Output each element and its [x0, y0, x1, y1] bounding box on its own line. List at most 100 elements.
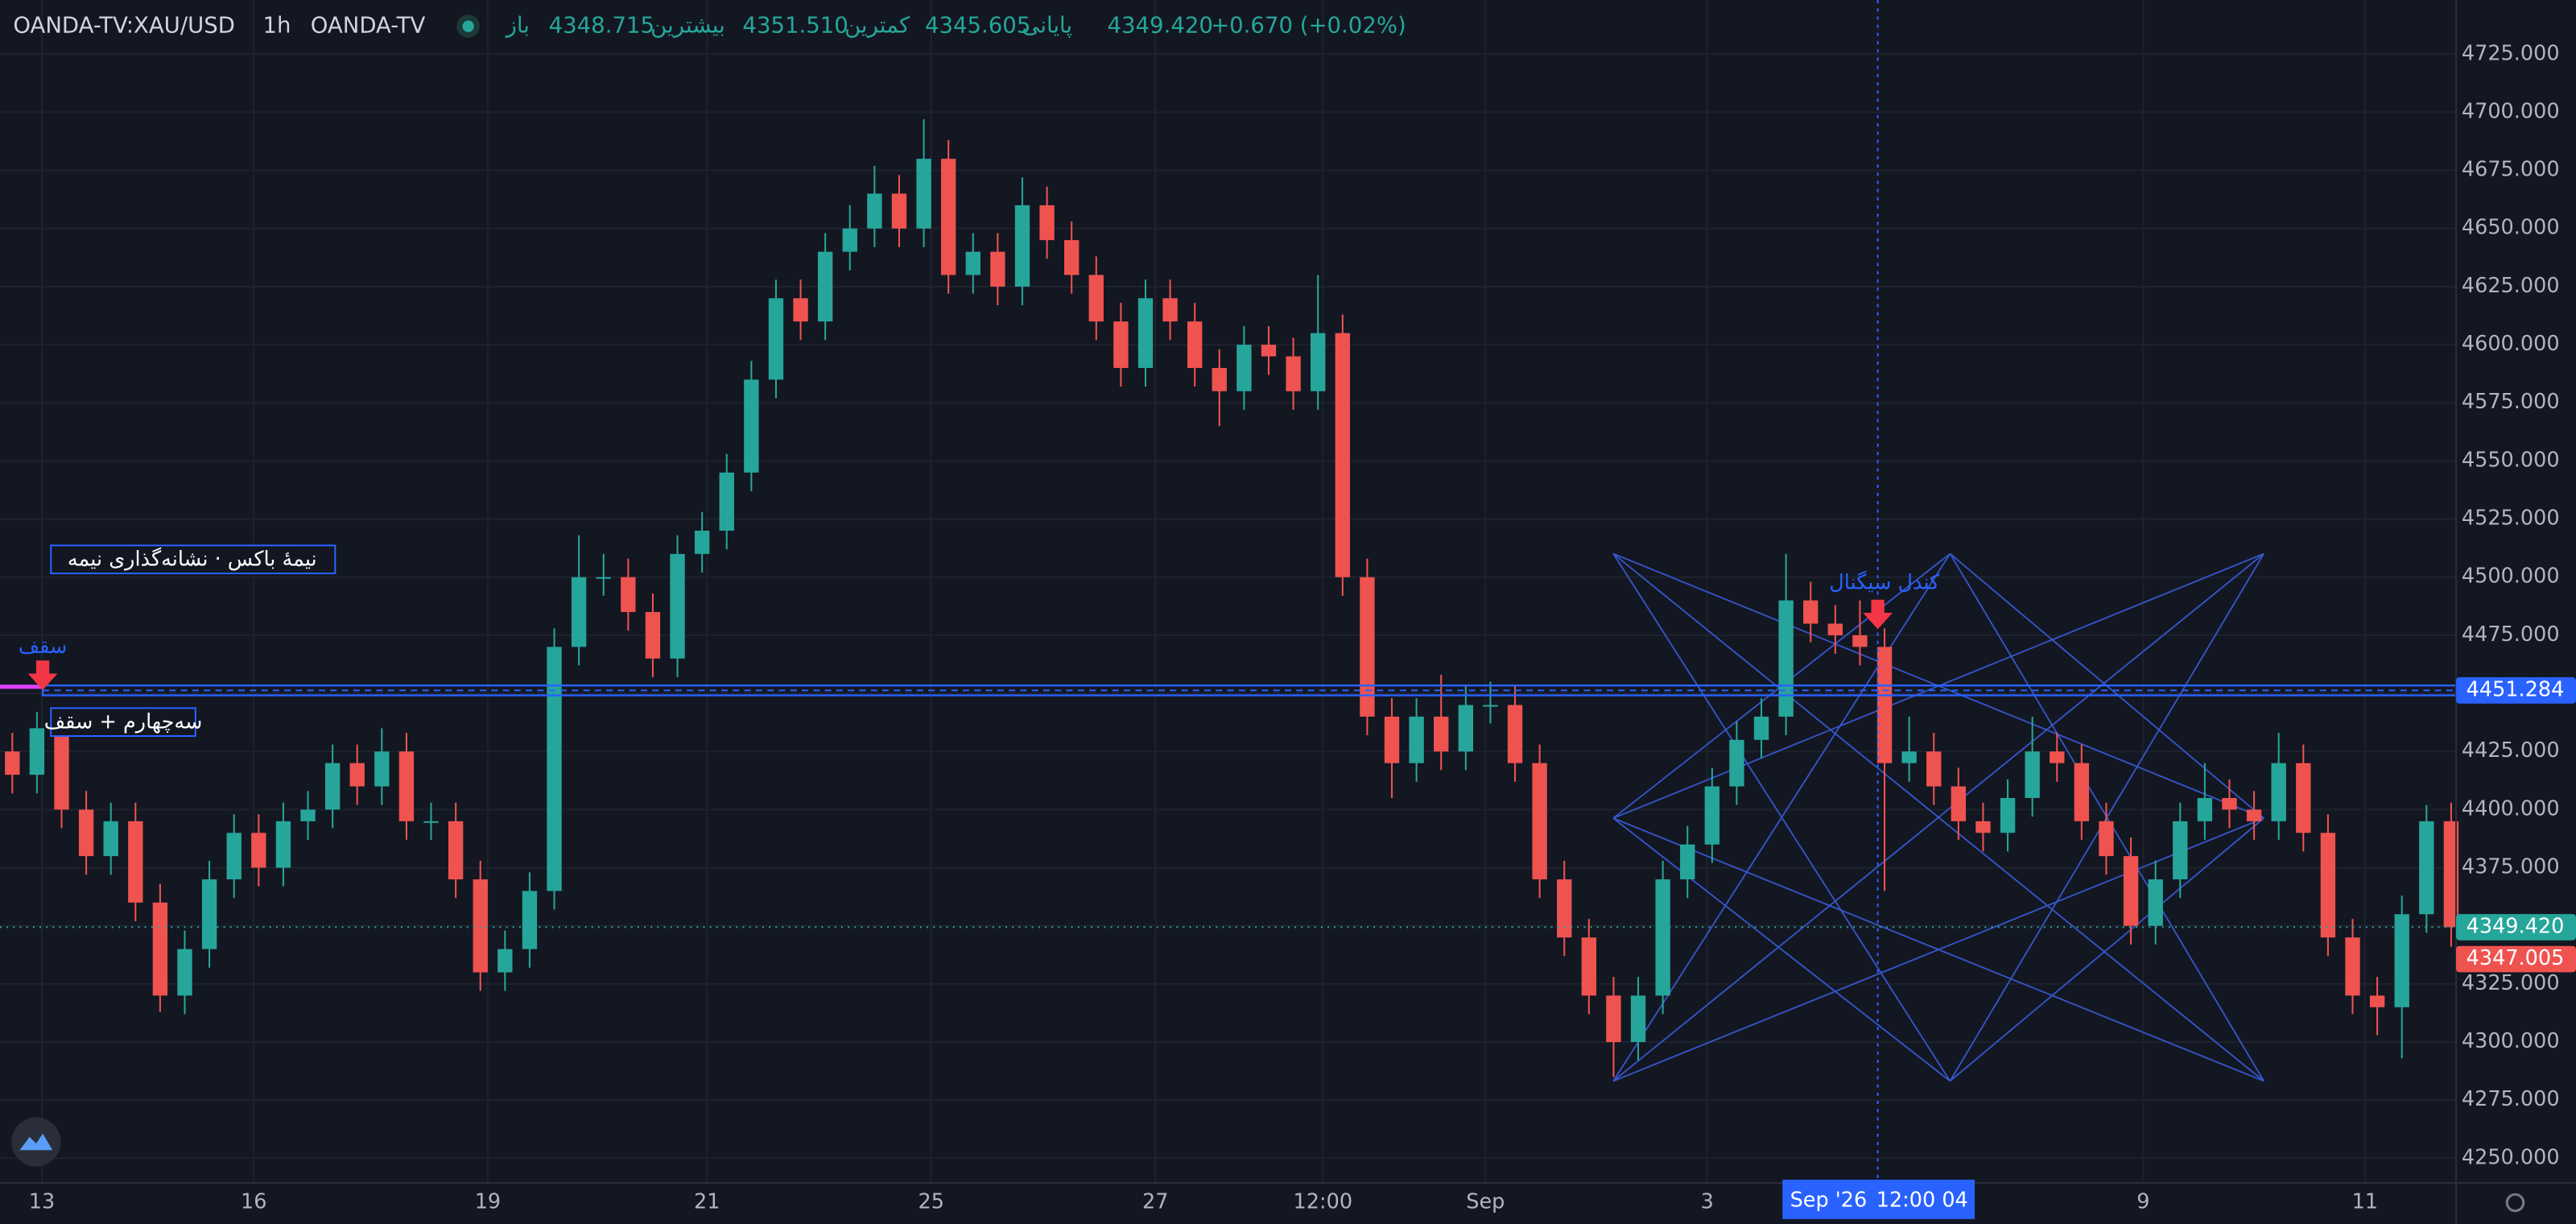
interval: 1h: [263, 13, 291, 39]
x-tick-label: 25: [919, 1189, 944, 1214]
candle-body: [1876, 647, 1893, 763]
price-label: 4347.005: [2467, 946, 2565, 970]
candle-body: [448, 821, 464, 880]
candle-body: [1286, 356, 1301, 391]
price-label: 4451.284: [2467, 677, 2565, 701]
candle-body: [2246, 809, 2262, 821]
candle-body: [1532, 763, 1547, 880]
candle-body: [2345, 937, 2360, 996]
candle-body: [54, 728, 69, 810]
candle-body: [275, 821, 291, 868]
x-tick-label: 21: [694, 1189, 720, 1214]
candle-body: [2074, 763, 2090, 821]
y-tick-label: 4375.000: [2462, 855, 2560, 879]
logo[interactable]: [11, 1117, 61, 1167]
candle-body: [103, 821, 118, 857]
candle-body: [177, 949, 192, 996]
candle-body: [2320, 833, 2336, 938]
candle-body: [891, 193, 907, 229]
candle-body: [1680, 844, 1695, 880]
candle-body: [1360, 577, 1375, 717]
settings-icon[interactable]: [2505, 1193, 2525, 1213]
candle-body: [300, 809, 316, 821]
open-label: باز: [505, 13, 530, 39]
candle-body: [2369, 995, 2385, 1007]
candle-body: [1975, 821, 1991, 833]
x-tick-label: 16: [241, 1189, 266, 1214]
candle-body: [1236, 345, 1252, 391]
candle-body: [1311, 333, 1326, 391]
candle-body: [5, 751, 20, 775]
candle-body: [497, 949, 513, 973]
candle-body: [694, 531, 710, 554]
symbol: OANDA-TV:XAU/USD: [13, 13, 235, 39]
candle-body: [2148, 879, 2163, 926]
y-tick-label: 4425.000: [2462, 738, 2560, 763]
candle-body: [1778, 600, 1794, 717]
candle-body: [128, 821, 143, 903]
x-tick-label: 9: [2136, 1189, 2149, 1214]
annotation: سقف: [19, 635, 68, 659]
candle-body: [1113, 321, 1129, 368]
y-tick-label: 4500.000: [2462, 564, 2560, 589]
y-tick-label: 4625.000: [2462, 274, 2560, 298]
candle-body: [1557, 879, 1572, 938]
candle-body: [29, 728, 45, 775]
candle-body: [1212, 367, 1227, 391]
price-label-box: [2456, 914, 2576, 941]
candle-body: [398, 751, 415, 821]
candle-body: [2394, 914, 2409, 1007]
candle-body: [1162, 298, 1178, 322]
y-tick-label: 4475.000: [2462, 622, 2560, 647]
candle-body: [423, 821, 439, 823]
candle-body: [1507, 705, 1523, 763]
candle-body: [817, 251, 833, 322]
y-tick-label: 4675.000: [2462, 158, 2560, 182]
open-value: 4348.715: [549, 13, 654, 39]
change: +0.670 (+0.02%): [1211, 13, 1406, 39]
candle-body: [793, 298, 808, 322]
candle-body: [1088, 275, 1104, 322]
x-tick-label: 13: [29, 1189, 55, 1214]
candle-body: [2197, 797, 2213, 821]
x-tick-label: 19: [475, 1189, 501, 1214]
candle-body: [621, 577, 636, 613]
candle-body: [2099, 821, 2114, 857]
crosshair-date: Sep '26: [1790, 1188, 1868, 1212]
candle-body: [1803, 600, 1818, 624]
high-value: 4351.510: [742, 13, 848, 39]
y-tick-label: 4725.000: [2462, 41, 2560, 65]
price-label: 4349.420: [2467, 914, 2565, 938]
candle-body: [1581, 937, 1597, 996]
candle-body: [1137, 298, 1154, 368]
candle-body: [2173, 821, 2188, 880]
y-tick-label: 4400.000: [2462, 796, 2560, 821]
candle-body: [547, 647, 562, 891]
candle-body: [2296, 763, 2311, 833]
crosshair-label: [1782, 1179, 1975, 1219]
y-tick-label: 4325.000: [2462, 971, 2560, 995]
candle-body: [2271, 763, 2286, 821]
y-tick-label: 4650.000: [2462, 216, 2560, 240]
logo-mark: [19, 1133, 53, 1151]
candle-body: [2025, 751, 2040, 798]
candle-body: [226, 833, 242, 880]
candle-body: [251, 833, 266, 868]
candle-body: [2419, 821, 2434, 915]
candle-body: [1064, 240, 1080, 275]
candle-body: [2000, 797, 2016, 833]
candle-body: [1483, 705, 1498, 707]
candle-body: [1655, 879, 1670, 996]
candle-body: [201, 879, 217, 949]
candle-body: [867, 193, 882, 229]
candle-body: [1458, 705, 1474, 752]
y-tick-label: 4300.000: [2462, 1029, 2560, 1053]
candle-body: [1753, 716, 1769, 740]
annotation: کندل سیگنال: [1829, 570, 1940, 594]
candle-body: [78, 809, 94, 857]
candle-body: [1729, 739, 1744, 787]
x-tick-label: 27: [1142, 1189, 1168, 1214]
candle-body: [940, 159, 956, 275]
